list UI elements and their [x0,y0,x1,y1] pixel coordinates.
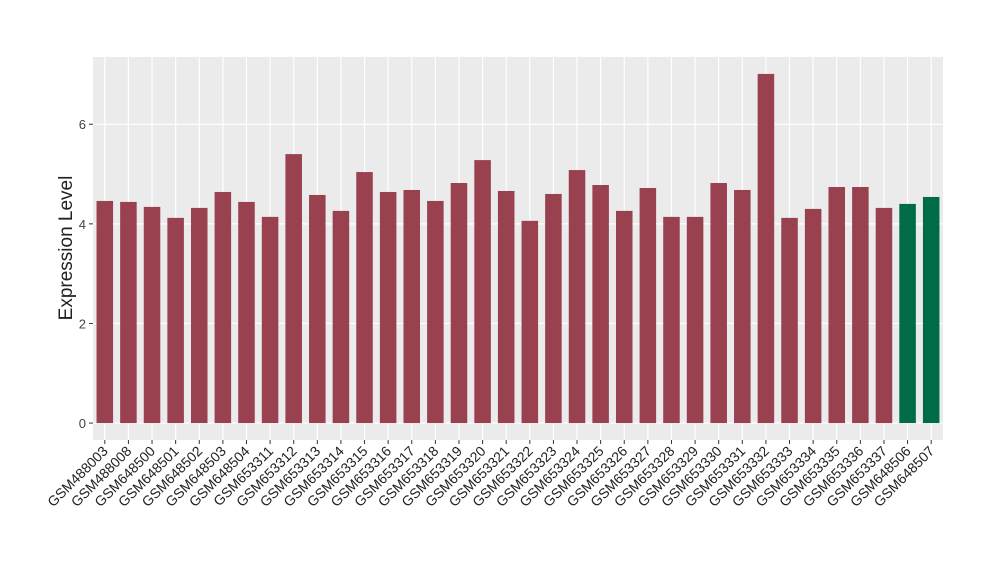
bar [734,189,751,424]
bar [167,217,184,424]
y-axis-label: Expression Level [56,176,77,321]
bar [356,172,373,424]
bar [261,216,279,424]
bar [922,196,940,424]
y-tick-label: 4 [79,217,86,232]
y-tick-label: 6 [79,117,86,132]
bar [875,207,893,424]
bar [615,210,633,424]
bar [238,201,255,424]
bar [190,207,208,424]
bar [521,220,539,424]
bar [474,160,491,424]
bar [214,191,232,424]
bar [427,200,444,424]
bar [852,186,869,424]
plot-panel [93,57,943,440]
bar [545,193,562,424]
bar [804,208,822,424]
bar [143,206,161,424]
y-tick-label: 2 [79,316,86,331]
bar [710,183,727,424]
bar [497,190,515,424]
y-tick-label: 0 [79,416,86,431]
bar [686,216,704,424]
bar [403,189,421,424]
bar [379,191,397,424]
bar [828,186,846,424]
bar [757,73,775,424]
bar [663,216,680,424]
bar [309,194,326,424]
bar [899,203,916,424]
bar [332,210,350,424]
bar [639,187,657,424]
bar [285,154,302,424]
bar [96,200,114,424]
bar [781,217,798,424]
bar [592,184,609,424]
bar [450,183,468,424]
bar [568,170,586,424]
bar [120,201,137,424]
